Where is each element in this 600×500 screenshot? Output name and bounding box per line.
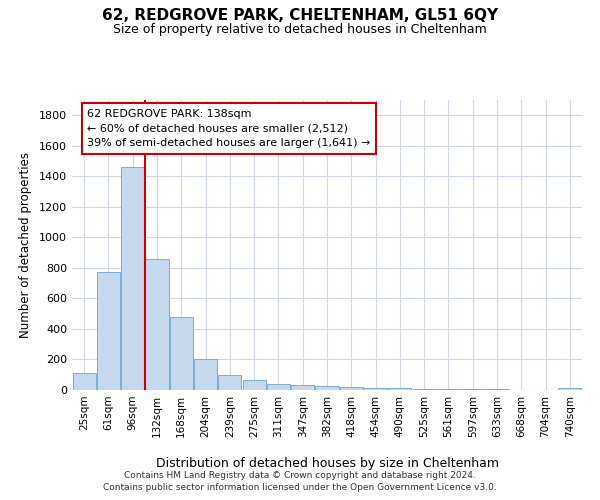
Y-axis label: Number of detached properties: Number of detached properties bbox=[19, 152, 32, 338]
Bar bbox=[97, 272, 120, 390]
Bar bbox=[73, 373, 95, 390]
Bar bbox=[291, 386, 314, 390]
Text: Distribution of detached houses by size in Cheltenham: Distribution of detached houses by size … bbox=[155, 458, 499, 470]
Bar bbox=[218, 374, 241, 390]
Bar bbox=[364, 388, 387, 390]
Bar bbox=[267, 384, 290, 390]
Bar bbox=[437, 389, 460, 390]
Text: 62 REDGROVE PARK: 138sqm
← 60% of detached houses are smaller (2,512)
39% of sem: 62 REDGROVE PARK: 138sqm ← 60% of detach… bbox=[88, 108, 371, 148]
Bar bbox=[242, 380, 266, 390]
Bar bbox=[413, 389, 436, 390]
Text: Contains HM Land Registry data © Crown copyright and database right 2024.
Contai: Contains HM Land Registry data © Crown c… bbox=[103, 471, 497, 492]
Bar bbox=[170, 316, 193, 390]
Bar bbox=[145, 258, 169, 390]
Text: Size of property relative to detached houses in Cheltenham: Size of property relative to detached ho… bbox=[113, 22, 487, 36]
Bar bbox=[316, 386, 338, 390]
Text: 62, REDGROVE PARK, CHELTENHAM, GL51 6QY: 62, REDGROVE PARK, CHELTENHAM, GL51 6QY bbox=[102, 8, 498, 22]
Bar bbox=[559, 388, 581, 390]
Bar bbox=[388, 388, 412, 390]
Bar bbox=[121, 167, 144, 390]
Bar bbox=[340, 387, 363, 390]
Bar bbox=[461, 389, 484, 390]
Bar bbox=[194, 360, 217, 390]
